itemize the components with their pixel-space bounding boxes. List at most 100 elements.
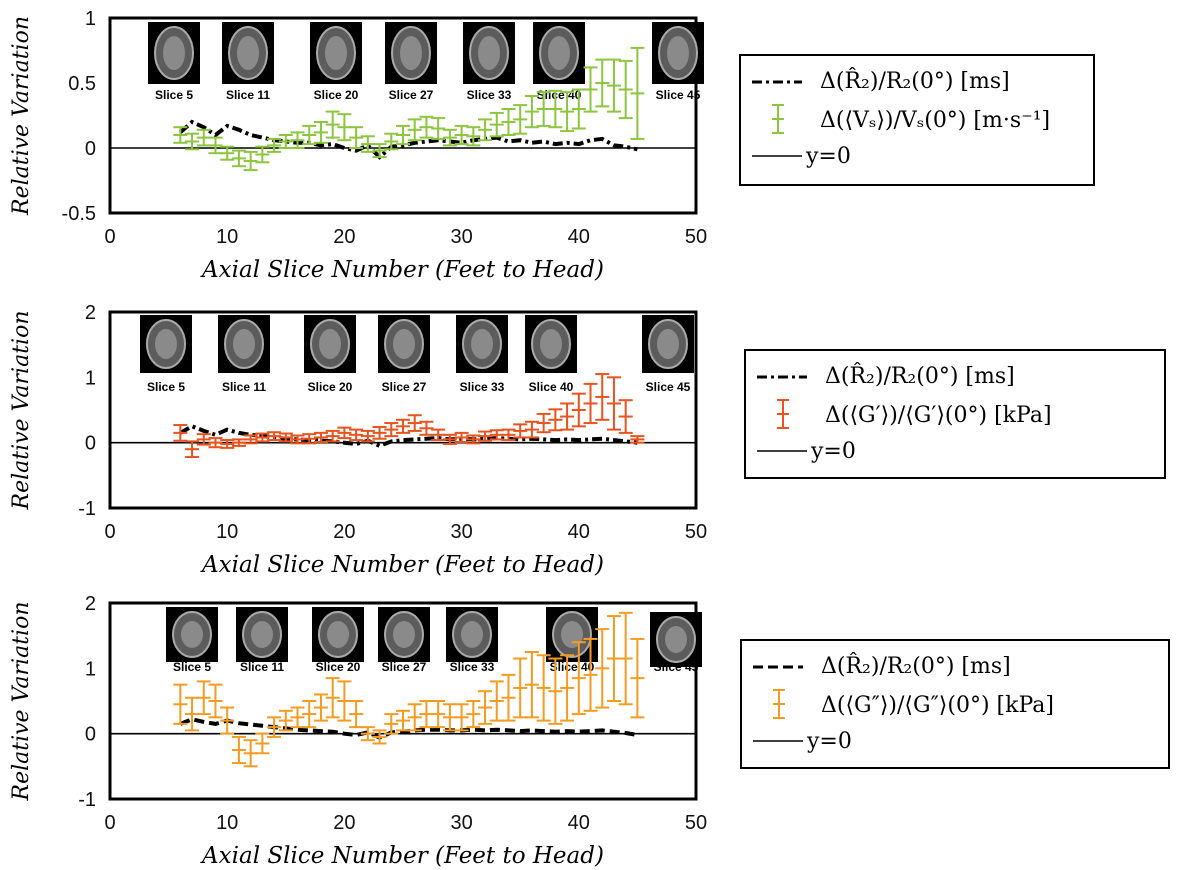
legend-label-r2: Δ(R̂₂)/R₂(0°) [ms]: [825, 363, 1015, 389]
slice-thumbnail: Slice 27: [378, 607, 430, 674]
legend-label-zero: y=0: [805, 144, 851, 169]
slice-thumbnail: Slice 11: [222, 22, 274, 102]
slice-label: Slice 33: [450, 660, 495, 674]
brain-slice-inner: [393, 329, 415, 359]
x-tick-label: 40: [568, 226, 590, 248]
slice-label: Slice 20: [314, 88, 359, 102]
slice-thumbnail: Slice 5: [166, 607, 218, 674]
x-axis-label: Axial Slice Number (Feet to Head): [200, 257, 604, 283]
brain-slice-inner: [540, 329, 562, 359]
y-tick-label: 0: [85, 433, 96, 455]
y-tick-label: -1: [78, 498, 96, 520]
slice-thumbnail: Slice 45: [642, 315, 694, 394]
slice-thumbnail: Slice 5: [140, 315, 192, 394]
slice-thumbnail: Slice 20: [310, 22, 362, 102]
y-axis-label: Relative Variation: [9, 16, 34, 216]
brain-slice-inner: [163, 36, 185, 70]
slice-label: Slice 11: [222, 380, 266, 394]
slice-label: Slice 45: [656, 88, 701, 102]
legend: Δ(R̂₂)/R₂(0°) [ms] Δ(⟨G′⟩)/⟨G′⟩(0°) [kPa]…: [744, 349, 1166, 479]
y-tick-label: 1: [85, 8, 96, 30]
brain-slice-inner: [181, 621, 203, 648]
x-tick-label: 30: [450, 812, 472, 834]
brain-slice-inner: [237, 36, 259, 70]
legend-box: [744, 349, 1166, 479]
slice-thumbnail: Slice 45: [652, 22, 704, 102]
chart-panel-top: 0 10 20 30 40 50 -0.5 0 0.5 1 Axial Slice Number (…: [9, 8, 1095, 283]
brain-slice-inner: [319, 329, 341, 359]
brain-slice-inner: [251, 621, 273, 648]
slice-label: Slice 40: [550, 660, 595, 674]
legend-label-error-series: Δ(⟨G′⟩)/⟨G′⟩(0°) [kPa]: [825, 403, 1052, 428]
slice-label: Slice 20: [316, 660, 361, 674]
y-axis-label: Relative Variation: [9, 602, 34, 802]
errorbar-series: [173, 611, 645, 768]
y-tick-label: 0: [85, 138, 96, 160]
slice-label: Slice 45: [654, 660, 699, 674]
legend-label-error-series: Δ(⟨G″⟩)/⟨G″⟩(0°) [kPa]: [821, 693, 1054, 718]
y-tick-label: 2: [85, 302, 96, 324]
y-tick-label: 1: [85, 367, 96, 389]
brain-slice-inner: [478, 36, 500, 70]
x-tick-label: 10: [216, 812, 238, 834]
slice-thumbnail: Slice 40: [546, 607, 598, 674]
slice-thumbnail: Slice 40: [533, 22, 585, 102]
chart-panel-bottom: 0 10 20 30 40 50 -1 0 1 2 Axial Slice Number (Feet…: [9, 593, 1170, 869]
slice-thumbnail: Slice 27: [378, 315, 430, 394]
brain-slice-inner: [325, 36, 347, 70]
y-tick-label: -1: [78, 789, 96, 811]
x-tick-label: 30: [450, 521, 472, 543]
x-tick-label: 50: [685, 521, 707, 543]
slice-label: Slice 20: [308, 380, 353, 394]
slice-label: Slice 27: [389, 88, 434, 102]
x-tick-label: 20: [333, 812, 355, 834]
brain-slice-inner: [548, 36, 570, 70]
legend-label-zero: y=0: [810, 439, 856, 464]
legend-label-error-series: Δ(⟨Vₛ⟩)/Vₛ(0°) [m·s⁻¹]: [820, 108, 1050, 133]
legend-label-r2: Δ(R̂₂)/R₂(0°) [ms]: [821, 653, 1011, 679]
errorbar-series: [173, 373, 645, 459]
y-tick-label: 0.5: [68, 73, 96, 95]
slice-thumbnail: Slice 5: [148, 22, 200, 102]
slice-label: Slice 33: [467, 88, 512, 102]
legend-label-zero: y=0: [806, 729, 852, 754]
brain-slice-inner: [393, 621, 415, 648]
brain-slice-inner: [667, 36, 689, 70]
slice-label: Slice 5: [155, 88, 193, 102]
slice-thumbnail: Slice 33: [456, 315, 508, 394]
brain-slice-inner: [461, 621, 483, 648]
brain-slice-inner: [327, 621, 349, 648]
slice-label: Slice 27: [382, 380, 427, 394]
x-tick-label: 20: [333, 226, 355, 248]
slice-thumbnail: Slice 33: [463, 22, 515, 102]
slice-label: Slice 11: [240, 660, 284, 674]
plot-area: [108, 310, 698, 510]
x-tick-label: 0: [104, 812, 115, 834]
slice-thumbnail: Slice 45: [650, 612, 702, 674]
slice-label: Slice 45: [646, 380, 691, 394]
slice-thumbnail: Slice 11: [218, 315, 270, 394]
slice-thumbnail: Slice 20: [312, 607, 364, 674]
legend-label-r2: Δ(R̂₂)/R₂(0°) [ms]: [820, 68, 1010, 94]
y-axis-label: Relative Variation: [9, 311, 34, 511]
legend: Δ(R̂₂)/R₂(0°) [ms] Δ(⟨Vₛ⟩)/Vₛ(0°) [m·s⁻¹]…: [739, 54, 1095, 186]
slice-thumbnail: Slice 27: [385, 22, 437, 102]
x-tick-label: 10: [216, 521, 238, 543]
brain-slice-inner: [233, 329, 255, 359]
x-tick-label: 0: [104, 521, 115, 543]
y-tick-label: 2: [85, 593, 96, 615]
chart-panel-middle: 0 10 20 30 40 50 -1 0 1 2 Axial Slice Number (Feet…: [9, 302, 1166, 578]
slice-label: Slice 5: [147, 380, 185, 394]
legend-box: [739, 54, 1095, 186]
brain-slice-inner: [155, 329, 177, 359]
x-tick-label: 40: [568, 812, 590, 834]
y-tick-label: 0: [85, 724, 96, 746]
legend: Δ(R̂₂)/R₂(0°) [ms] Δ(⟨G″⟩)/⟨G″⟩(0°) [kPa]…: [740, 639, 1170, 769]
brain-slice-inner: [400, 36, 422, 70]
x-axis-label: Axial Slice Number (Feet to Head): [200, 552, 604, 578]
brain-slice-inner: [657, 329, 679, 359]
slice-thumbnail: Slice 33: [446, 607, 498, 674]
slice-label: Slice 11: [226, 88, 270, 102]
y-tick-label: -0.5: [62, 203, 96, 225]
x-tick-label: 50: [685, 812, 707, 834]
